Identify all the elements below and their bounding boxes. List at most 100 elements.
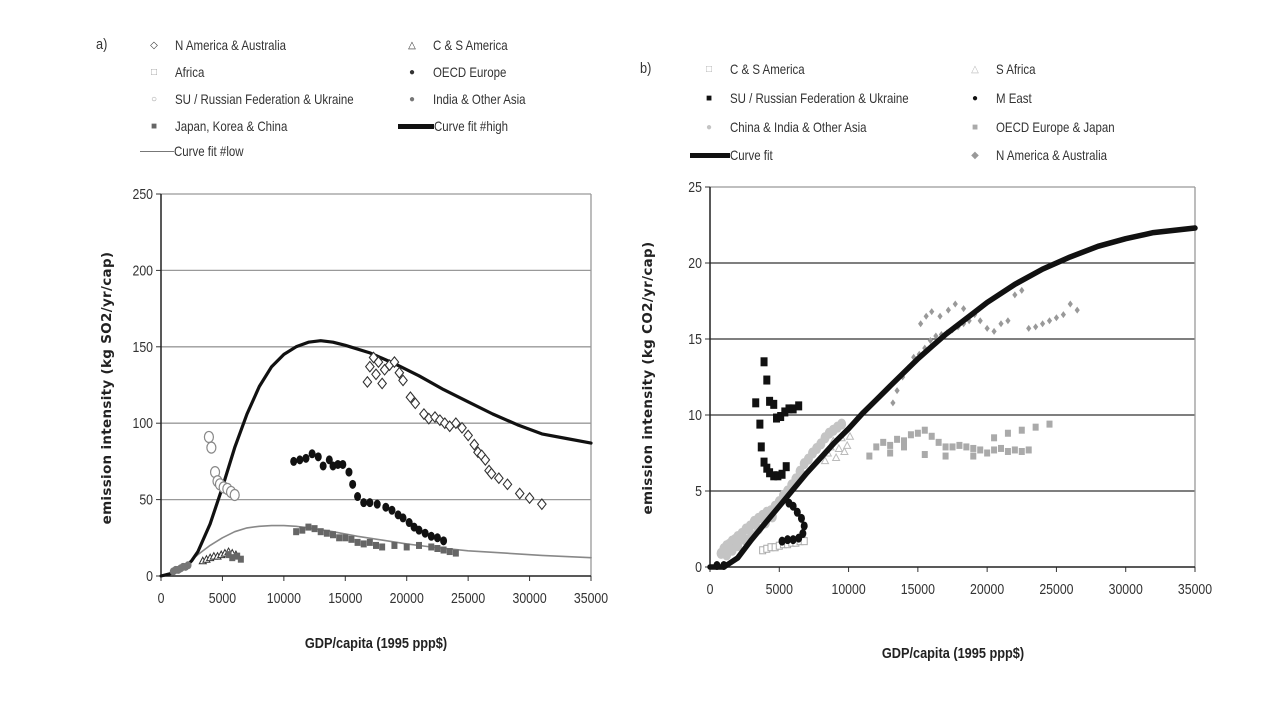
- data-point-square: [752, 398, 760, 408]
- chart-b-y-tick-label: 10: [688, 407, 702, 423]
- lightgrey-circle-icon: ●: [705, 121, 713, 133]
- data-point-square: [1018, 426, 1025, 434]
- open-diamond-icon: ◇: [150, 39, 158, 51]
- chart-a-x-tick-label: 10000: [267, 590, 302, 606]
- data-point-square: [323, 529, 330, 537]
- data-point-square: [949, 443, 956, 451]
- data-point-open-triangle: [831, 453, 841, 462]
- curve-fit-line: [159, 339, 593, 578]
- data-point-square: [763, 375, 771, 385]
- data-point-square: [766, 396, 774, 406]
- data-point-open-diamond: [524, 491, 535, 505]
- data-point-diamond: [952, 300, 958, 308]
- data-point-square: [1032, 423, 1039, 431]
- data-point-square: [452, 549, 459, 557]
- legend-a-item: ● OECD Europe: [405, 64, 522, 80]
- data-point-circle: [795, 533, 803, 543]
- chart-b-y-axis-title: emission intensity (kg CO2/yr/cap): [640, 242, 656, 515]
- data-point-square: [984, 449, 991, 457]
- chart-b-y-tick-label: 0: [695, 559, 702, 575]
- chart-a-y-axis-title: emission intensity (kg SO2/yr/cap): [99, 252, 115, 525]
- data-point-diamond: [1033, 323, 1039, 331]
- data-point-open-diamond: [457, 421, 467, 434]
- thin-line-icon: [140, 150, 174, 152]
- data-point-square: [234, 552, 241, 560]
- chart-a-x-tick-label: 5000: [209, 590, 237, 606]
- grey-square-icon: ■: [150, 120, 158, 132]
- data-point-square: [1025, 446, 1032, 454]
- data-point-circle: [349, 479, 357, 489]
- data-point-circle: [296, 455, 304, 465]
- data-point-square: [348, 535, 355, 543]
- filled-circle-icon: ●: [971, 92, 979, 104]
- data-point-open-diamond: [493, 472, 504, 485]
- data-point-square: [354, 538, 361, 546]
- data-point-square: [756, 419, 764, 429]
- data-point-diamond: [929, 308, 935, 316]
- chart-b-x-tick-label: 20000: [970, 581, 1005, 597]
- data-point-diamond: [1053, 314, 1060, 322]
- data-point-circle: [373, 499, 381, 509]
- data-point-circle: [399, 513, 407, 523]
- data-point-diamond: [984, 324, 990, 332]
- data-point-diamond: [1074, 306, 1080, 314]
- data-point-square: [336, 534, 343, 542]
- chart-b-x-axis-title: GDP/capita (1995 ppp$): [882, 644, 1024, 661]
- data-point-square: [781, 407, 789, 417]
- data-point-square: [416, 541, 422, 549]
- chart-a-x-axis-title: GDP/capita (1995 ppp$): [305, 634, 447, 651]
- data-point-square: [770, 399, 778, 409]
- panel-b-label: b): [640, 60, 652, 77]
- data-point-diamond: [1060, 311, 1066, 319]
- data-point-diamond: [923, 312, 929, 320]
- legend-b-item: ● M East: [968, 90, 1040, 106]
- data-point-square: [866, 452, 873, 460]
- data-point-square: [887, 449, 894, 457]
- data-point-square: [880, 438, 887, 446]
- data-point-square: [774, 471, 782, 481]
- chart-a-y-tick-label: 50: [139, 491, 153, 507]
- data-point-square: [942, 452, 949, 460]
- data-point-square: [305, 523, 312, 531]
- data-point-open-circle: [229, 488, 240, 502]
- data-point-circle: [784, 535, 792, 545]
- data-point-circle: [778, 536, 786, 546]
- data-point-square: [873, 443, 880, 451]
- data-point-open-diamond: [469, 438, 480, 451]
- data-point-square: [998, 444, 1004, 452]
- data-point-square: [237, 555, 244, 563]
- data-point-square: [970, 452, 977, 460]
- legend-a-item: ◇ N America & Australia: [147, 37, 310, 53]
- data-point-open-diamond: [405, 391, 416, 404]
- legend-b-item: ● China & India & Other Asia: [702, 119, 897, 135]
- data-point-square: [229, 554, 236, 562]
- data-point-circle: [354, 492, 362, 502]
- chart-b-x-tick-label: 15000: [901, 581, 936, 597]
- data-point-square: [760, 357, 768, 367]
- data-point-circle: [345, 467, 353, 477]
- data-point-square: [1004, 429, 1011, 437]
- legend-a-item: ■ Japan, Korea & China: [147, 118, 312, 134]
- data-point-square: [921, 451, 928, 459]
- legend-a-item: △ C & S America: [405, 37, 524, 53]
- data-point-open-diamond: [398, 374, 408, 387]
- data-point-square: [773, 413, 781, 423]
- data-point-circle: [314, 452, 322, 462]
- data-point-open-diamond: [463, 429, 474, 442]
- data-point-square: [795, 401, 803, 411]
- data-point-square: [428, 543, 435, 551]
- chart-b-y-tick-label: 5: [695, 483, 702, 499]
- chart-a-x-tick-label: 30000: [512, 590, 547, 606]
- data-point-open-triangle: [834, 443, 844, 452]
- chart-b-y-tick-label: 15: [688, 331, 702, 347]
- chart-a-y-tick-label: 250: [132, 186, 153, 202]
- data-point-open-diamond: [450, 417, 461, 430]
- data-point-square: [901, 443, 907, 451]
- data-point-square: [379, 543, 386, 551]
- chart-a-y-tick-label: 150: [132, 339, 153, 355]
- data-point-circle: [325, 455, 333, 465]
- data-point-open-triangle: [840, 446, 849, 455]
- data-point-diamond: [1019, 286, 1025, 294]
- filled-circle-icon: ●: [408, 66, 416, 78]
- data-point-square: [766, 468, 774, 478]
